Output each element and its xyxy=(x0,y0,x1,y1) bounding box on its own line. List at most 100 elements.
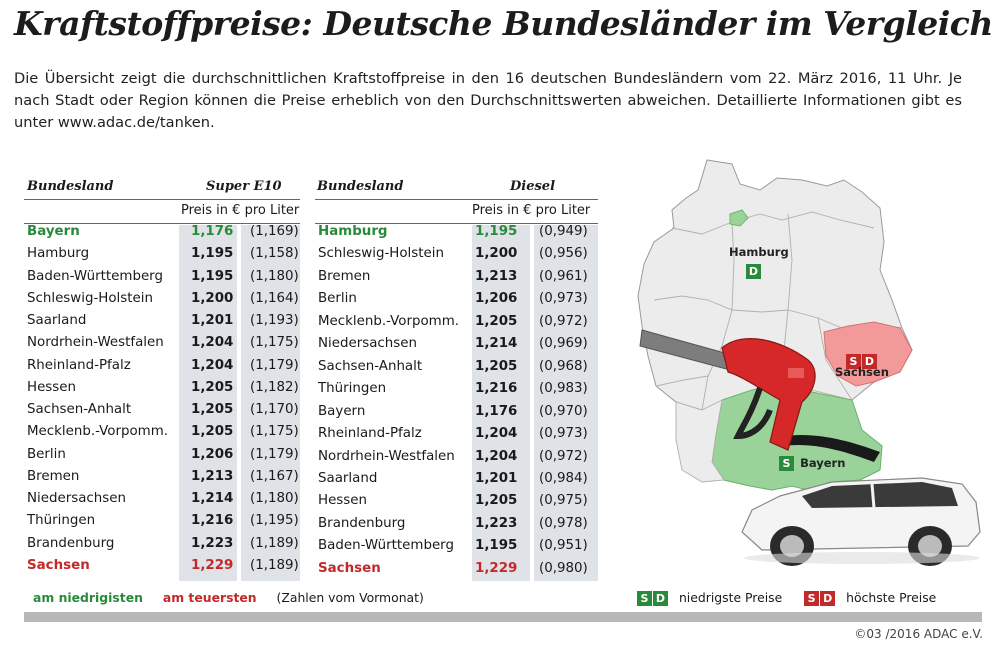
fuel-hose xyxy=(782,434,880,462)
current-price: 1,216 xyxy=(191,513,234,529)
current-price: 1,223 xyxy=(475,515,518,531)
previous-price: (0,949) xyxy=(539,224,588,239)
table-row: Bayern 1,176 (1,169) xyxy=(24,221,300,243)
table-row: Saarland 1,201 (0,984) xyxy=(315,468,598,490)
state-name: Thüringen xyxy=(318,381,387,397)
current-price: 1,216 xyxy=(475,381,518,397)
current-price: 1,195 xyxy=(475,538,518,554)
previous-price: (1,179) xyxy=(250,446,299,462)
previous-price: (1,164) xyxy=(250,290,299,306)
column-header-state: Bundesland xyxy=(317,179,404,194)
prev-column-bar xyxy=(534,225,598,581)
previous-price: (0,972) xyxy=(539,313,588,329)
previous-price: (1,175) xyxy=(250,424,299,440)
current-price: 1,214 xyxy=(475,336,518,352)
hamburg-region xyxy=(729,209,749,227)
current-price: 1,205 xyxy=(475,313,518,329)
current-price: 1,205 xyxy=(191,424,234,440)
column-header-state: Bundesland xyxy=(27,179,114,194)
table-row: Mecklenb.-Vorpomm. 1,205 (0,972) xyxy=(315,311,598,333)
current-price: 1,176 xyxy=(191,224,234,239)
map-label-sachsen: Sachsen xyxy=(835,365,889,379)
table-row: Baden-Württemberg 1,195 (0,951) xyxy=(315,535,598,557)
state-name: Hessen xyxy=(318,493,367,509)
table-row: Niedersachsen 1,214 (1,180) xyxy=(24,488,300,510)
previous-price: (0,956) xyxy=(539,246,588,262)
current-price: 1,205 xyxy=(475,493,518,509)
previous-price: (1,175) xyxy=(250,335,299,351)
state-name: Baden-Württemberg xyxy=(27,268,163,284)
state-name: Baden-Württemberg xyxy=(318,538,454,554)
state-name: Sachsen-Anhalt xyxy=(27,402,132,417)
prev-column-bar xyxy=(241,225,300,581)
current-price: 1,206 xyxy=(191,446,234,462)
previous-price: (1,158) xyxy=(250,246,299,262)
current-price: 1,195 xyxy=(191,246,234,262)
table-row: Rheinland-Pfalz 1,204 (0,973) xyxy=(315,423,598,445)
table-row: Saarland 1,201 (1,193) xyxy=(24,310,300,332)
legend-highest: am teuersten xyxy=(162,590,257,605)
previous-price: (1,195) xyxy=(250,513,299,529)
previous-price: (0,975) xyxy=(539,493,588,509)
current-price: 1,195 xyxy=(475,224,518,239)
bayern-label-group: S Bayern xyxy=(779,452,845,471)
current-price: 1,205 xyxy=(191,379,234,395)
previous-price: (1,179) xyxy=(250,357,299,373)
state-name: Thüringen xyxy=(27,513,96,529)
diesel-table: Bundesland Diesel Preis in € pro Liter H… xyxy=(315,175,598,585)
price-column-bar xyxy=(472,225,530,581)
credit-text: ©03 /2016 ADAC e.V. xyxy=(854,627,983,641)
previous-price: (0,951) xyxy=(539,538,588,554)
germany-map-graphic xyxy=(637,159,981,566)
previous-price: (1,167) xyxy=(250,468,299,484)
previous-price: (0,984) xyxy=(539,470,588,486)
table-row: Hamburg 1,195 (1,158) xyxy=(24,243,300,265)
current-price: 1,206 xyxy=(475,291,518,307)
current-price: 1,214 xyxy=(191,491,234,506)
table-row: Hessen 1,205 (0,975) xyxy=(315,490,598,512)
table-row: Hessen 1,205 (1,182) xyxy=(24,377,300,399)
previous-price: (0,980) xyxy=(539,560,588,576)
unit-label: Preis in € pro Liter xyxy=(472,203,591,218)
state-name: Hessen xyxy=(27,379,76,395)
column-header-fuel: Super E10 xyxy=(206,179,282,194)
state-name: Niedersachsen xyxy=(27,491,126,506)
state-name: Brandenburg xyxy=(318,515,406,531)
previous-price: (0,968) xyxy=(539,358,588,374)
price-column-bar xyxy=(179,225,237,581)
previous-price: (1,189) xyxy=(250,535,299,551)
previous-price: (1,170) xyxy=(250,402,299,417)
hamburg-badge: D xyxy=(746,260,762,279)
previous-price: (0,961) xyxy=(539,268,588,284)
state-name: Berlin xyxy=(27,446,66,462)
state-name: Sachsen-Anhalt xyxy=(318,358,423,374)
table-legend: am niedrigisten am teuersten (Zahlen vom… xyxy=(33,590,424,605)
current-price: 1,200 xyxy=(191,290,234,306)
state-name: Hamburg xyxy=(27,246,90,262)
legend-map-high: höchste Preise xyxy=(846,590,937,605)
previous-price: (0,972) xyxy=(539,448,588,464)
current-price: 1,213 xyxy=(191,468,234,484)
previous-price: (0,973) xyxy=(539,291,588,307)
current-price: 1,204 xyxy=(475,426,518,442)
fuel-nozzle xyxy=(639,329,816,451)
legend-note: (Zahlen vom Vormonat) xyxy=(276,590,424,605)
bw-region xyxy=(675,399,725,483)
current-price: 1,200 xyxy=(475,246,518,262)
table-row: Brandenburg 1,223 (0,978) xyxy=(315,513,598,535)
current-price: 1,195 xyxy=(191,268,234,284)
table-row: Berlin 1,206 (1,179) xyxy=(24,444,300,466)
table-row: Baden-Württemberg 1,195 (1,180) xyxy=(24,266,300,288)
state-name: Brandenburg xyxy=(27,535,115,551)
current-price: 1,229 xyxy=(475,560,518,576)
previous-price: (1,182) xyxy=(250,379,299,395)
current-price: 1,223 xyxy=(191,535,234,551)
previous-price: (0,983) xyxy=(539,381,588,397)
previous-price: (1,169) xyxy=(250,224,299,239)
table-row: Sachsen 1,229 (1,189) xyxy=(24,555,300,577)
table-row: Brandenburg 1,223 (1,189) xyxy=(24,533,300,555)
car-graphic xyxy=(741,477,981,566)
state-name: Bremen xyxy=(318,268,371,284)
